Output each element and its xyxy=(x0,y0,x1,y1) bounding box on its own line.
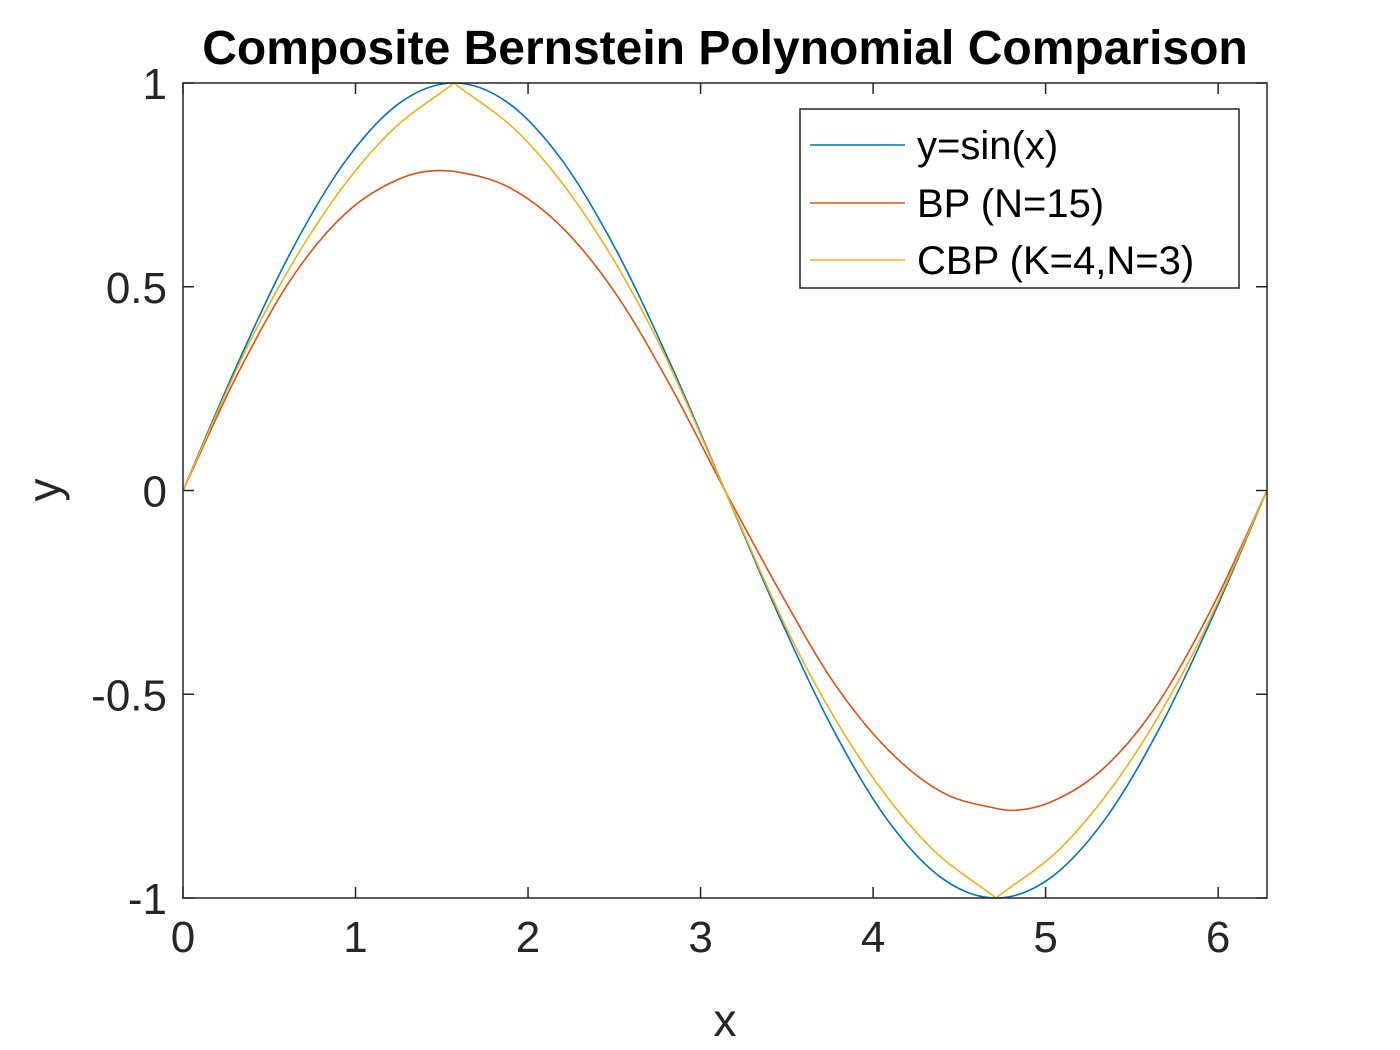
legend-label: CBP (K=4,N=3) xyxy=(917,239,1194,283)
legend: y=sin(x) BP (N=15) CBP (K=4,N=3) xyxy=(799,108,1240,289)
x-tick-label: 0 xyxy=(171,913,195,962)
legend-box xyxy=(799,108,1240,289)
x-tick-label: 6 xyxy=(1206,913,1230,962)
chart-title: Composite Bernstein Polynomial Compariso… xyxy=(202,22,1248,75)
y-tick-label: 0 xyxy=(143,468,167,517)
axes-box xyxy=(182,82,1268,899)
x-tick-label: 5 xyxy=(1033,913,1057,962)
x-tick-label: 4 xyxy=(861,913,885,962)
axis-tick-labels: 0 1 2 3 4 5 6 -1 -0.5 0 0.5 1 xyxy=(91,60,1230,962)
y-axis-label: y xyxy=(18,479,70,502)
x-tick-label: 1 xyxy=(343,913,367,962)
legend-entry: CBP (K=4,N=3) xyxy=(810,239,1194,283)
cbp-curve-line xyxy=(182,82,1268,899)
x-tick-label: 2 xyxy=(516,913,540,962)
legend-label: y=sin(x) xyxy=(917,124,1058,168)
legend-entry: y=sin(x) xyxy=(810,124,1058,168)
legend-entry: BP (N=15) xyxy=(810,182,1104,226)
y-tick-label: 0.5 xyxy=(106,264,167,313)
y-tick-label: -0.5 xyxy=(91,671,167,720)
legend-entries: y=sin(x) BP (N=15) CBP (K=4,N=3) xyxy=(810,124,1194,283)
x-tick-label: 3 xyxy=(688,913,712,962)
series-layer xyxy=(182,82,1268,899)
legend-label: BP (N=15) xyxy=(917,182,1104,226)
x-axis-label: x xyxy=(714,994,737,1046)
y-tick-label: -1 xyxy=(128,875,167,924)
y-tick-label: 1 xyxy=(143,60,167,109)
series-cbp-curve xyxy=(182,82,1268,899)
